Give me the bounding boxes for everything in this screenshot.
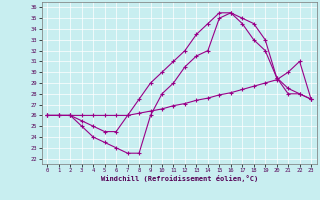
X-axis label: Windchill (Refroidissement éolien,°C): Windchill (Refroidissement éolien,°C) bbox=[100, 175, 258, 182]
